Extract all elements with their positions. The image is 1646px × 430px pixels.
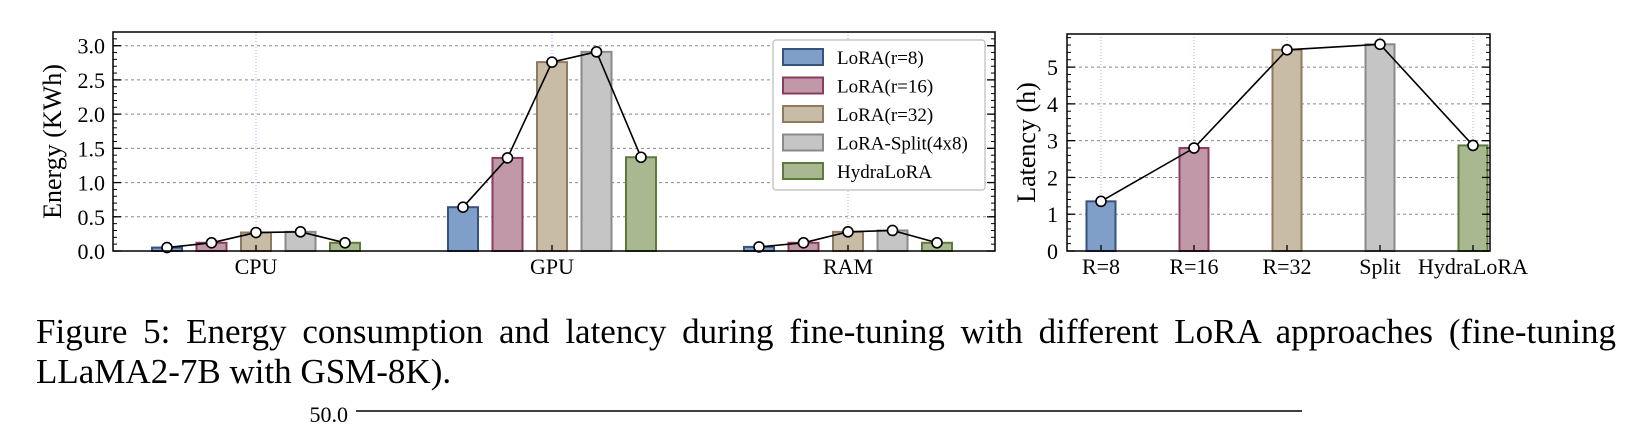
legend-swatch [782, 76, 824, 95]
legend-swatch [782, 133, 824, 152]
trend-marker [1467, 139, 1479, 152]
x-tick-label: R=32 [1262, 254, 1311, 279]
trend-marker [886, 224, 899, 237]
trend-marker [842, 226, 854, 238]
figure-charts: 0.0 0.5 1.0 1.5 2.0 2.5 3.0 CPU GPU RAM Energy (KW… [38, 31, 1528, 279]
legend-label: LoRA(r=32) [837, 105, 933, 126]
latency-chart: 0 1 2 3 4 5 R=8 R=16 R=32 Split HydraLoRA Latency (… [1012, 33, 1528, 279]
bar [536, 61, 568, 252]
y-axis-title: Latency (h) [1012, 82, 1041, 203]
y-tick-label: 0.5 [78, 205, 106, 230]
legend-swatch [782, 105, 824, 123]
trend-marker [1095, 195, 1107, 208]
trend-marker [1374, 38, 1386, 51]
legend-label: HydraLoRA [837, 162, 932, 183]
y-axis-title: Energy (KWh) [38, 64, 67, 219]
next-figure-tick-label: 50.0 [310, 402, 349, 427]
bar [1364, 43, 1396, 252]
x-tick-label: GPU [530, 254, 574, 279]
x-tick-label: Split [1359, 254, 1401, 279]
legend-label: LoRA(r=8) [837, 48, 924, 69]
y-tick-label: 1.5 [78, 136, 106, 161]
y-tick-label: 2.5 [78, 68, 106, 93]
bar [1178, 147, 1210, 252]
trend-marker [797, 236, 810, 249]
y-tick-label: 3.0 [78, 34, 106, 59]
x-tick-label: CPU [235, 254, 278, 279]
y-tick-label: 2.0 [78, 102, 106, 127]
y-tick-label: 1.0 [78, 171, 106, 196]
energy-chart: 0.0 0.5 1.0 1.5 2.0 2.5 3.0 CPU GPU RAM Energy (KW… [38, 31, 996, 279]
x-tick-label: R=8 [1082, 254, 1120, 279]
plot-frame [1066, 33, 1491, 252]
bar [1271, 48, 1303, 252]
next-figure-fragment: 50.0 [310, 402, 1302, 427]
bar [491, 156, 524, 252]
y-tick-label: 4 [1047, 92, 1058, 117]
trend-marker [501, 152, 514, 164]
bar [580, 50, 613, 252]
trend-marker [457, 201, 469, 213]
y-tick-label: 3 [1047, 129, 1058, 154]
figure-caption: Figure 5: Energy consumption and latency… [36, 312, 1616, 391]
trend-marker [931, 236, 943, 249]
bar [625, 156, 657, 253]
trend-marker [250, 226, 262, 239]
legend-box [772, 39, 986, 191]
legend-label: LoRA(r=16) [837, 77, 933, 98]
trend-marker [590, 46, 603, 58]
trend-marker [205, 236, 218, 249]
y-tick-label: 0.0 [78, 239, 106, 264]
trend-marker [753, 241, 765, 253]
trend-marker [161, 241, 173, 254]
y-tick-label: 1 [1047, 202, 1058, 227]
trend-marker [546, 56, 558, 68]
trend-marker [294, 226, 307, 238]
legend-swatch [782, 48, 824, 66]
trend-marker [1281, 44, 1293, 56]
bar [1457, 144, 1489, 252]
bar [447, 206, 479, 252]
legend-swatch [782, 162, 824, 180]
trend-marker [1188, 142, 1200, 154]
x-tick-label: RAM [823, 254, 873, 279]
bar [1085, 200, 1117, 252]
y-tick-label: 2 [1047, 165, 1058, 190]
x-tick-label: R=16 [1169, 254, 1218, 279]
y-tick-label: 5 [1047, 55, 1058, 80]
y-tick-label: 0 [1047, 239, 1058, 264]
x-tick-label: HydraLoRA [1418, 254, 1528, 279]
trend-marker [339, 236, 351, 249]
trend-marker [635, 151, 647, 164]
legend-label: LoRA-Split(4x8) [837, 134, 968, 155]
